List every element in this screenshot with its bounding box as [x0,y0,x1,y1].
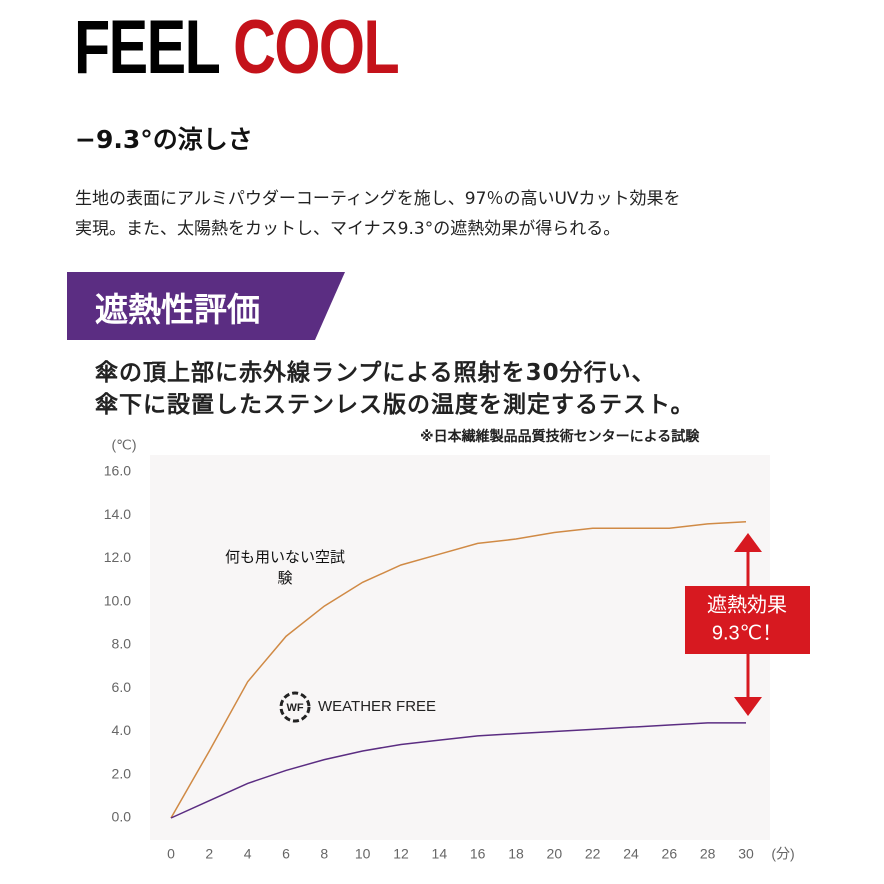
x-tick-label: 0 [167,846,175,862]
x-tick-label: 28 [700,846,716,862]
annotation-text: 9.3℃！ [712,622,782,644]
y-tick-label: 8.0 [112,636,132,652]
y-unit: (℃) [111,437,136,453]
x-tick-label: 2 [205,846,213,862]
description-line: 傘下に設置したステンレス版の温度を測定するテスト。 [95,392,695,418]
y-tick-label: 10.0 [104,592,131,608]
x-tick-label: 6 [282,846,290,862]
banner-text: 遮熱性評価 [95,290,260,329]
x-tick-label: 10 [355,846,371,862]
x-tick-label: 22 [585,846,601,862]
legend-label: WEATHER FREE [318,698,436,715]
y-tick-label: 14.0 [104,506,131,522]
plot-background [150,455,770,840]
x-tick-label: 4 [244,846,252,862]
note: ※日本繊維製品品質技術センターによる試験 [420,429,700,445]
title: FEEL COOL [74,4,400,91]
x-tick-label: 24 [623,846,639,862]
subtitle: −9.3°の涼しさ [75,125,253,154]
x-tick-label: 14 [432,846,448,862]
y-tick-label: 12.0 [104,549,131,565]
arrow-head [734,697,762,716]
x-tick-label: 18 [508,846,524,862]
y-tick-label: 6.0 [112,679,132,695]
title-black: FEEL [74,5,220,90]
x-tick-label: 20 [547,846,563,862]
title-red: COOL [233,5,400,90]
y-tick-label: 4.0 [112,722,132,738]
y-tick-label: 0.0 [112,809,132,825]
x-tick-label: 16 [470,846,486,862]
x-tick-label: 26 [662,846,678,862]
y-tick-label: 2.0 [112,765,132,781]
annotation-text: 遮熱効果 [707,593,787,616]
logo-text: WF [286,702,303,714]
paragraph-line: 生地の表面にアルミパウダーコーティングを施し、97％の高いUVカット効果を [75,189,681,209]
annotation-box [685,586,810,654]
x-tick-label: 12 [393,846,409,862]
arrow-head [734,533,762,552]
y-tick-label: 16.0 [104,463,131,479]
paragraph-line: 実現。また、太陽熱をカットし、マイナス9.3°の遮熱効果が得られる。 [75,219,621,239]
description-line: 傘の頂上部に赤外線ランプによる照射を30分行い、 [95,360,656,386]
legend-label: 何も用いない空試験 [225,548,346,587]
x-unit: (分) [771,846,794,862]
logo-ring [279,691,311,723]
x-tick-label: 8 [320,846,328,862]
series-line [170,520,747,819]
series-line [170,722,746,819]
x-tick-label: 30 [738,846,754,862]
banner-shape [67,272,345,340]
